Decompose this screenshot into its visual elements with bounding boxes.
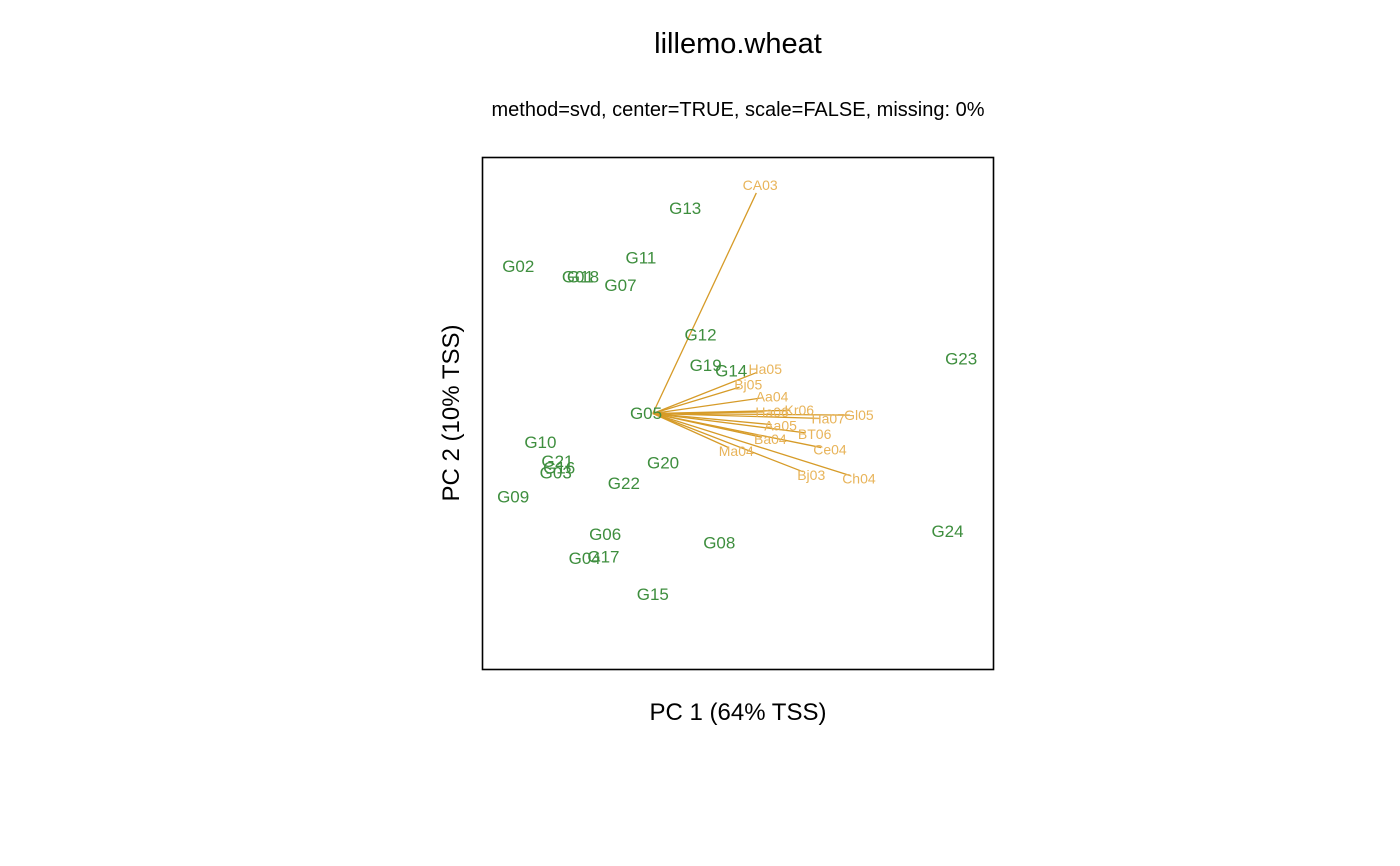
environment-label: Ha07 [812,411,846,427]
environment-vector [652,412,851,477]
genotype-label: G15 [637,585,669,604]
environment-label: Bj03 [797,467,825,483]
environment-vector [652,409,791,415]
environment-label: CA03 [743,177,778,193]
environment-vectors [652,192,851,477]
environment-label: Ch04 [842,470,876,486]
genotype-label: G11 [625,249,656,268]
genotype-label: G19 [690,356,722,375]
y-axis-label: PC 2 (10% TSS) [438,325,465,502]
environment-vector [652,412,850,416]
genotype-labels: G01 G02 G03 G04 G05 G06 G07 G08 G09 G10 G11 G12 G13 G… [497,199,977,604]
genotype-label: G20 [647,453,679,472]
environment-label: Ba04 [754,431,787,447]
environment-label: Ce04 [813,441,847,457]
genotype-label: G10 [524,433,556,452]
genotype-label: G09 [497,488,529,507]
environment-label: BT06 [798,426,832,442]
genotype-label: G16 [543,459,575,478]
chart-title: lillemo.wheat [654,28,822,60]
environment-label: Aa04 [756,388,789,404]
genotype-label: G07 [604,276,636,295]
environment-vector [652,412,804,473]
genotype-label: G14 [715,361,747,380]
environment-label: Aa05 [764,417,797,433]
environment-label: Kr06 [785,402,815,418]
x-axis-label: PC 1 (64% TSS) [650,699,827,726]
genotype-label: G13 [669,199,701,218]
environment-label: Bj05 [734,376,762,392]
environment-vector [652,412,729,448]
environment-vector [652,412,822,449]
genotype-label: G01 [562,267,594,286]
plot-frame [481,156,995,671]
environment-vector [652,386,740,415]
environment-vector [652,397,764,415]
environment-vector [652,371,758,415]
genotype-label: G05 [630,404,662,423]
genotype-label: G08 [703,534,735,553]
genotype-label: G18 [567,267,599,286]
genotype-label: G02 [502,257,534,276]
genotype-label: G12 [684,325,716,344]
environment-label: Ma04 [719,443,754,459]
genotype-label: G22 [608,474,640,493]
environment-vector [652,192,757,414]
genotype-label: G06 [589,525,621,544]
genotype-label: G21 [541,452,573,471]
genotype-label: G03 [540,464,572,483]
genotype-label: G24 [931,522,963,541]
genotype-label: G04 [569,549,601,568]
environment-label: Ha05 [749,361,783,377]
environment-label: Gl05 [844,407,874,423]
genotype-label: G17 [587,547,619,566]
environment-vector [652,412,806,434]
environment-label: Ha06 [755,404,789,420]
chart-subtitle: method=svd, center=TRUE, scale=FALSE, mi… [492,99,985,121]
genotype-label: G23 [945,349,977,368]
